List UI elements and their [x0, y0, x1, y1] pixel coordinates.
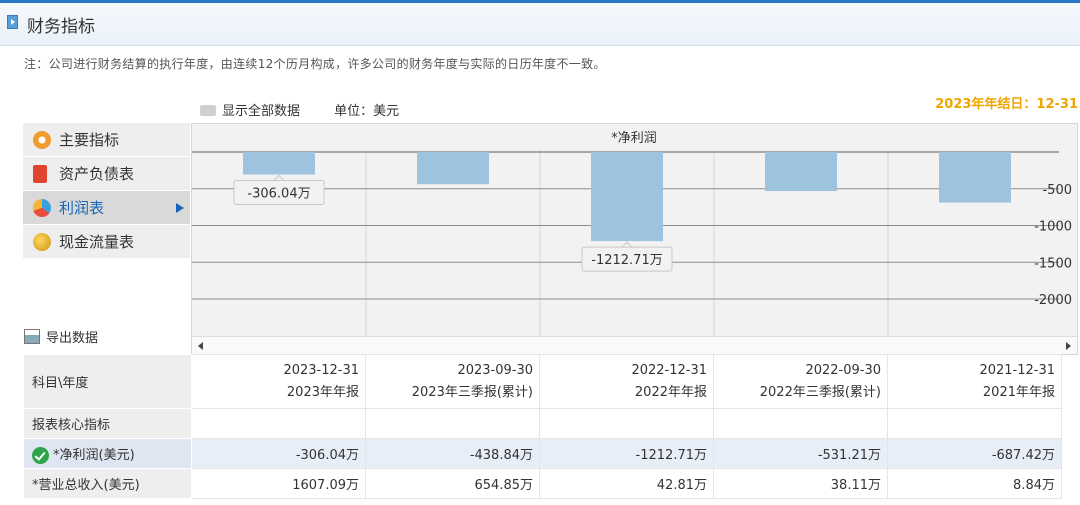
bar[interactable] [243, 152, 315, 175]
sidebar-item-cash-flow[interactable]: 现金流量表 [23, 225, 190, 259]
y-tick-label: -500 [1042, 183, 1072, 198]
table-cell [539, 408, 714, 439]
y-tick-label: -1500 [1034, 256, 1072, 271]
arrow-bullet-icon [7, 15, 18, 29]
show-all-data-toggle[interactable]: 显示全部数据 [222, 104, 301, 119]
sidebar-item-balance-sheet[interactable]: 资产负债表 [23, 157, 190, 191]
data-label-text: -306.04万 [247, 186, 310, 201]
gear-icon [33, 130, 51, 149]
bar[interactable] [765, 152, 837, 192]
book-icon [33, 164, 47, 183]
table-cell [713, 408, 888, 439]
sidebar-item-main-indicators[interactable]: 主要指标 [23, 123, 190, 157]
table-cell: 654.85万 [365, 468, 540, 499]
table-cell [887, 408, 1062, 439]
sidebar-nav: 主要指标 资产负债表 利润表 现金流量表 [23, 123, 190, 259]
export-icon [24, 329, 40, 344]
page-title: 财务指标 [27, 17, 95, 37]
checkmark-icon [32, 446, 49, 464]
scroll-left-icon[interactable] [198, 342, 203, 350]
data-label: -306.04万 [233, 174, 325, 205]
chart-title: *净利润 [611, 131, 657, 146]
column-header: 2022-12-31 2022年年报 [539, 354, 714, 409]
column-report: 2022年年报 [634, 384, 707, 400]
table-cell: -1212.71万 [539, 438, 714, 469]
pie-chart-icon [33, 198, 51, 217]
chart-scrollbar[interactable] [192, 336, 1077, 354]
column-header: 2023-12-31 2023年年报 [191, 354, 366, 409]
column-header: 2021-12-31 2021年年报 [887, 354, 1062, 409]
y-tick-label: -2000 [1034, 293, 1072, 308]
export-label: 导出数据 [46, 331, 99, 346]
column-report: 2023年年报 [286, 384, 359, 400]
column-date: 2023-09-30 [457, 362, 533, 378]
net-profit-chart: -500 -1000 -1500 -2000 -306.04万 -1212.71万 *净利… [192, 124, 1077, 336]
column-date: 2022-09-30 [805, 362, 881, 378]
sidebar-item-label: 资产负债表 [59, 165, 135, 183]
fiscal-year-note: 注：公司进行财务结算的执行年度，由连续12个历月构成，许多公司的财务年度与实际的… [24, 57, 606, 71]
column-report: 2022年三季报(累计) [759, 384, 881, 400]
row-label: *净利润(美元) [23, 438, 192, 469]
unit-label: 单位：美元 [334, 104, 400, 119]
scroll-right-icon[interactable] [1066, 342, 1071, 350]
financial-table: 科目\年度 2023-12-31 2023年年报 2023-09-30 2023年三… [23, 354, 1062, 499]
row-label: *营业总收入(美元) [23, 468, 192, 499]
sidebar-item-label: 利润表 [59, 199, 105, 217]
column-date: 2021-12-31 [979, 362, 1055, 378]
table-cell: 42.81万 [539, 468, 714, 499]
chart-toolbar: 显示全部数据 单位：美元 [200, 100, 399, 119]
column-header: 2023-09-30 2023年三季报(累计) [365, 354, 540, 409]
data-label-pointer [272, 174, 286, 181]
coins-icon [33, 232, 51, 251]
column-header: 2022-09-30 2022年三季报(累计) [713, 354, 888, 409]
chevron-right-icon [176, 203, 184, 213]
table-cell: -687.42万 [887, 438, 1062, 469]
table-cell [365, 408, 540, 439]
bar[interactable] [591, 152, 663, 242]
bar[interactable] [939, 152, 1011, 203]
sidebar-item-label: 主要指标 [59, 131, 120, 149]
row-label-text: *净利润(美元) [53, 447, 135, 463]
column-report: 2023年三季报(累计) [411, 384, 533, 400]
table-cell: -531.21万 [713, 438, 888, 469]
column-report: 2021年年报 [982, 384, 1055, 400]
column-date: 2022-12-31 [631, 362, 707, 378]
data-label-text: -1212.71万 [591, 253, 662, 268]
y-tick-label: -1000 [1034, 220, 1072, 235]
checkbox-icon[interactable] [200, 105, 216, 116]
table-corner-header: 科目\年度 [23, 354, 192, 409]
table-row[interactable]: *营业总收入(美元) 1607.09万 654.85万 42.81万 38.11… [23, 468, 1062, 499]
column-date: 2023-12-31 [283, 362, 359, 378]
chart-panel: -500 -1000 -1500 -2000 -306.04万 -1212.71万 *净利… [191, 123, 1078, 355]
table-cell: 8.84万 [887, 468, 1062, 499]
data-label: -1212.71万 [581, 241, 673, 272]
table-row[interactable]: *净利润(美元) -306.04万 -438.84万 -1212.71万 -53… [23, 438, 1062, 469]
table-cell: -438.84万 [365, 438, 540, 469]
section-header: 财务指标 [0, 0, 1080, 46]
table-cell: 1607.09万 [191, 468, 366, 499]
data-label-pointer [620, 241, 634, 248]
sidebar-item-label: 现金流量表 [59, 233, 135, 251]
export-data-button[interactable]: 导出数据 [24, 327, 98, 346]
bar[interactable] [417, 152, 489, 185]
year-end-label: 2023年年结日：12-31 [935, 97, 1078, 112]
table-cell [191, 408, 366, 439]
table-cell: 38.11万 [713, 468, 888, 499]
sidebar-item-income-statement[interactable]: 利润表 [23, 191, 190, 225]
section-row-label: 报表核心指标 [23, 408, 192, 439]
table-cell: -306.04万 [191, 438, 366, 469]
